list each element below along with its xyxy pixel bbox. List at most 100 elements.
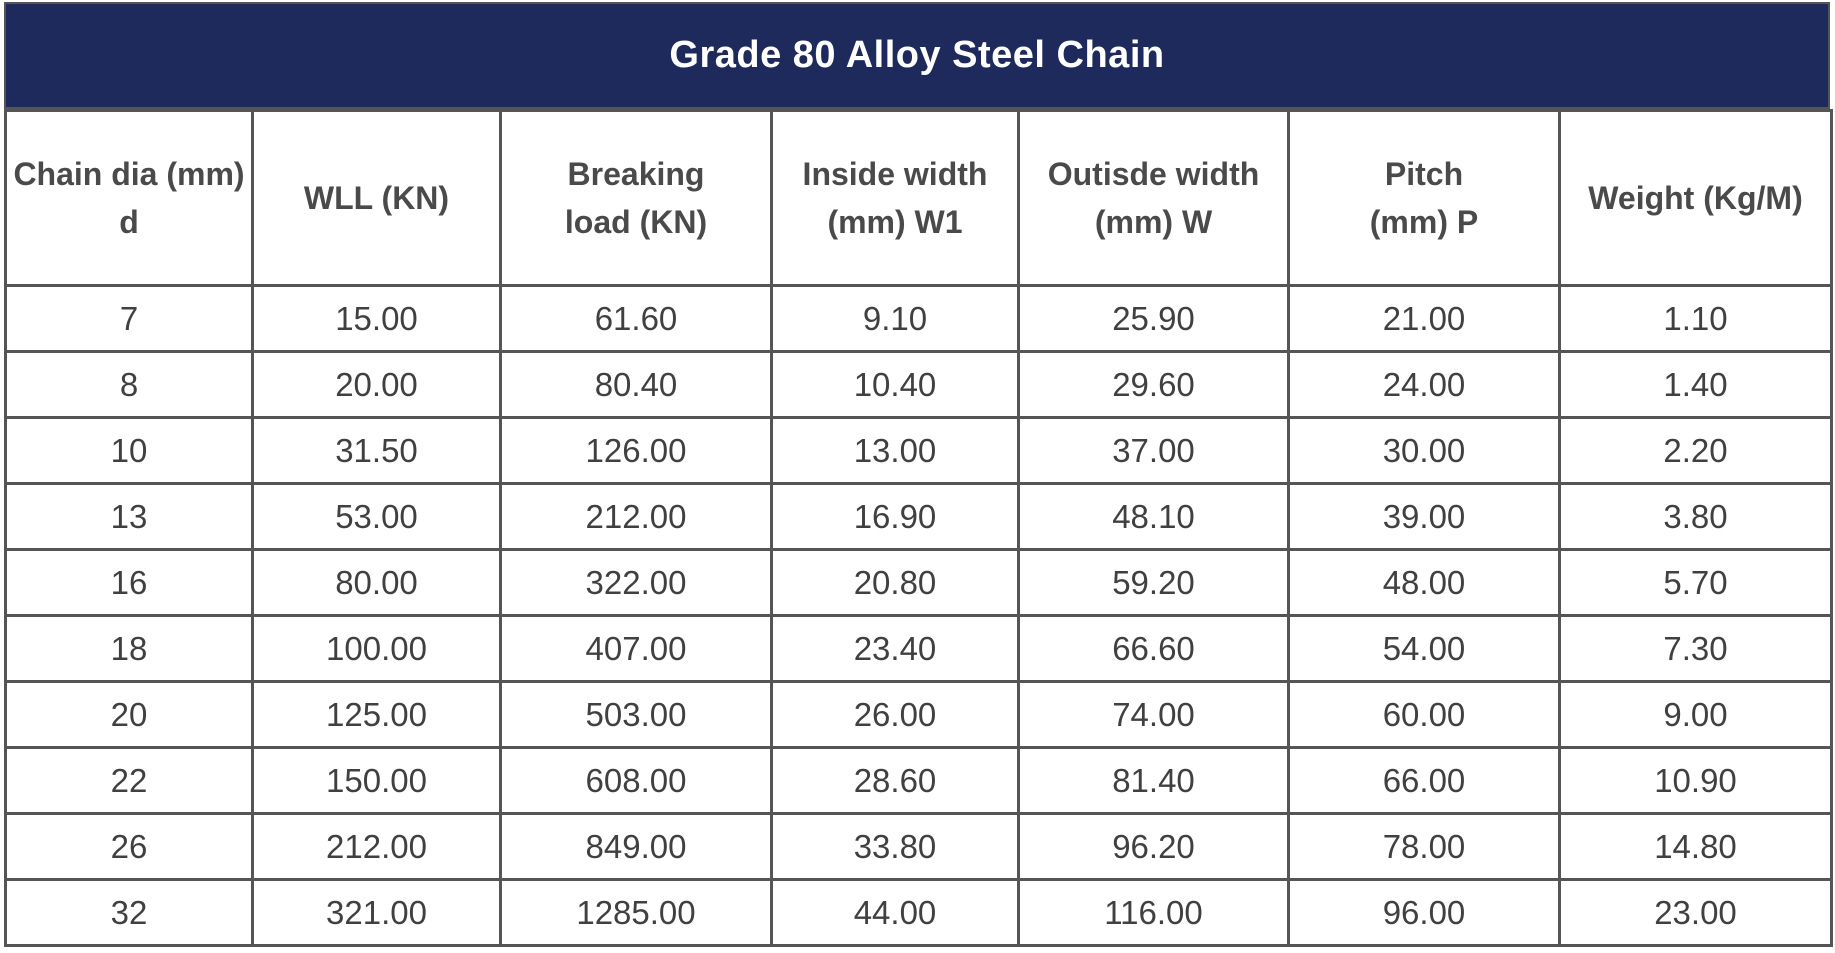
table-cell: 66.60 bbox=[1017, 614, 1290, 683]
table-cell: 80.40 bbox=[499, 350, 773, 419]
table-cell: 81.40 bbox=[1017, 746, 1290, 815]
column-header-line2: load (KN) bbox=[564, 204, 708, 240]
table-cell: 44.00 bbox=[770, 878, 1020, 947]
table-row: 20 125.00 503.00 26.00 74.00 60.00 9.00 bbox=[4, 680, 1833, 749]
table-cell: 16 bbox=[4, 548, 254, 617]
table-cell: 22 bbox=[4, 746, 254, 815]
table-cell: 116.00 bbox=[1017, 878, 1290, 947]
table-cell: 96.00 bbox=[1287, 878, 1561, 947]
table-cell: 7.30 bbox=[1558, 614, 1833, 683]
header-row: Chain dia (mm) d WLL (KN) Breaking load (KN)… bbox=[4, 109, 1833, 287]
table-cell: 3.80 bbox=[1558, 482, 1833, 551]
column-header: Weight (Kg/M) bbox=[1558, 109, 1833, 287]
table-cell: 849.00 bbox=[499, 812, 773, 881]
table-cell: 26 bbox=[4, 812, 254, 881]
table-cell: 13 bbox=[4, 482, 254, 551]
column-header-line1: Inside width bbox=[802, 156, 988, 192]
table-cell: 20.00 bbox=[251, 350, 502, 419]
table-cell: 1.10 bbox=[1558, 284, 1833, 353]
table-cell: 100.00 bbox=[251, 614, 502, 683]
table-cell: 503.00 bbox=[499, 680, 773, 749]
column-header-line2: d bbox=[119, 204, 139, 240]
table-row: 18 100.00 407.00 23.40 66.60 54.00 7.30 bbox=[4, 614, 1833, 683]
table-cell: 80.00 bbox=[251, 548, 502, 617]
table-cell: 150.00 bbox=[251, 746, 502, 815]
table-cell: 26.00 bbox=[770, 680, 1020, 749]
table-cell: 321.00 bbox=[251, 878, 502, 947]
table-cell: 33.80 bbox=[770, 812, 1020, 881]
column-header-line1: WLL (KN) bbox=[303, 180, 450, 216]
table-cell: 37.00 bbox=[1017, 416, 1290, 485]
table-cell: 25.90 bbox=[1017, 284, 1290, 353]
table-cell: 14.80 bbox=[1558, 812, 1833, 881]
table-cell: 24.00 bbox=[1287, 350, 1561, 419]
column-header: Chain dia (mm) d bbox=[4, 109, 254, 287]
table-cell: 608.00 bbox=[499, 746, 773, 815]
table-row: 16 80.00 322.00 20.80 59.20 48.00 5.70 bbox=[4, 548, 1833, 617]
table-cell: 2.20 bbox=[1558, 416, 1833, 485]
table-cell: 28.60 bbox=[770, 746, 1020, 815]
table-cell: 18 bbox=[4, 614, 254, 683]
table-row: 26 212.00 849.00 33.80 96.20 78.00 14.80 bbox=[4, 812, 1833, 881]
table-cell: 60.00 bbox=[1287, 680, 1561, 749]
column-header: Pitch (mm) P bbox=[1287, 109, 1561, 287]
column-header-line1: Chain dia (mm) bbox=[13, 156, 245, 192]
column-header: Breaking load (KN) bbox=[499, 109, 773, 287]
column-header-line1: Weight (Kg/M) bbox=[1588, 180, 1803, 216]
table-cell: 212.00 bbox=[251, 812, 502, 881]
table-row: 10 31.50 126.00 13.00 37.00 30.00 2.20 bbox=[4, 416, 1833, 485]
table-cell: 39.00 bbox=[1287, 482, 1561, 551]
column-header: WLL (KN) bbox=[251, 109, 502, 287]
table-row: 22 150.00 608.00 28.60 81.40 66.00 10.90 bbox=[4, 746, 1833, 815]
table-cell: 20 bbox=[4, 680, 254, 749]
table-cell: 10.40 bbox=[770, 350, 1020, 419]
column-header-line2: (mm) W bbox=[1094, 204, 1213, 240]
table-cell: 32 bbox=[4, 878, 254, 947]
table-cell: 20.80 bbox=[770, 548, 1020, 617]
table-title: Grade 80 Alloy Steel Chain bbox=[669, 34, 1165, 76]
table-body: 7 15.00 61.60 9.10 25.90 21.00 1.10 8 20.00 80.40… bbox=[4, 284, 1833, 947]
table-cell: 66.00 bbox=[1287, 746, 1561, 815]
table-cell: 74.00 bbox=[1017, 680, 1290, 749]
column-header: Inside width (mm) W1 bbox=[770, 109, 1020, 287]
table-cell: 61.60 bbox=[499, 284, 773, 353]
table-cell: 9.00 bbox=[1558, 680, 1833, 749]
column-header-line1: Pitch bbox=[1384, 156, 1464, 192]
table-cell: 16.90 bbox=[770, 482, 1020, 551]
table-cell: 13.00 bbox=[770, 416, 1020, 485]
table-cell: 322.00 bbox=[499, 548, 773, 617]
column-header-line2: (mm) P bbox=[1369, 204, 1479, 240]
table-cell: 407.00 bbox=[499, 614, 773, 683]
table-row: 13 53.00 212.00 16.90 48.10 39.00 3.80 bbox=[4, 482, 1833, 551]
table-cell: 59.20 bbox=[1017, 548, 1290, 617]
column-header-line1: Outisde width bbox=[1047, 156, 1260, 192]
table-cell: 21.00 bbox=[1287, 284, 1561, 353]
table-cell: 96.20 bbox=[1017, 812, 1290, 881]
table-cell: 48.00 bbox=[1287, 548, 1561, 617]
table-cell: 7 bbox=[4, 284, 254, 353]
chain-spec-sheet: Grade 80 Alloy Steel Chain Chain dia (mm… bbox=[4, 2, 1833, 947]
column-header-line1: Breaking bbox=[567, 156, 705, 192]
table-cell: 8 bbox=[4, 350, 254, 419]
table-cell: 9.10 bbox=[770, 284, 1020, 353]
table-row: 7 15.00 61.60 9.10 25.90 21.00 1.10 bbox=[4, 284, 1833, 353]
table-row: 8 20.00 80.40 10.40 29.60 24.00 1.40 bbox=[4, 350, 1833, 419]
table-cell: 30.00 bbox=[1287, 416, 1561, 485]
table-cell: 10 bbox=[4, 416, 254, 485]
table-cell: 48.10 bbox=[1017, 482, 1290, 551]
table-cell: 1.40 bbox=[1558, 350, 1833, 419]
table-cell: 78.00 bbox=[1287, 812, 1561, 881]
title-bar: Grade 80 Alloy Steel Chain bbox=[4, 2, 1830, 109]
column-header: Outisde width (mm) W bbox=[1017, 109, 1290, 287]
table-cell: 31.50 bbox=[251, 416, 502, 485]
table-cell: 212.00 bbox=[499, 482, 773, 551]
table-cell: 1285.00 bbox=[499, 878, 773, 947]
table-cell: 10.90 bbox=[1558, 746, 1833, 815]
chain-spec-table: Chain dia (mm) d WLL (KN) Breaking load (KN)… bbox=[4, 109, 1833, 947]
table-cell: 53.00 bbox=[251, 482, 502, 551]
table-cell: 15.00 bbox=[251, 284, 502, 353]
table-cell: 29.60 bbox=[1017, 350, 1290, 419]
column-header-line2: (mm) W1 bbox=[827, 204, 963, 240]
table-row: 32 321.00 1285.00 44.00 116.00 96.00 23.00 bbox=[4, 878, 1833, 947]
table-cell: 23.40 bbox=[770, 614, 1020, 683]
